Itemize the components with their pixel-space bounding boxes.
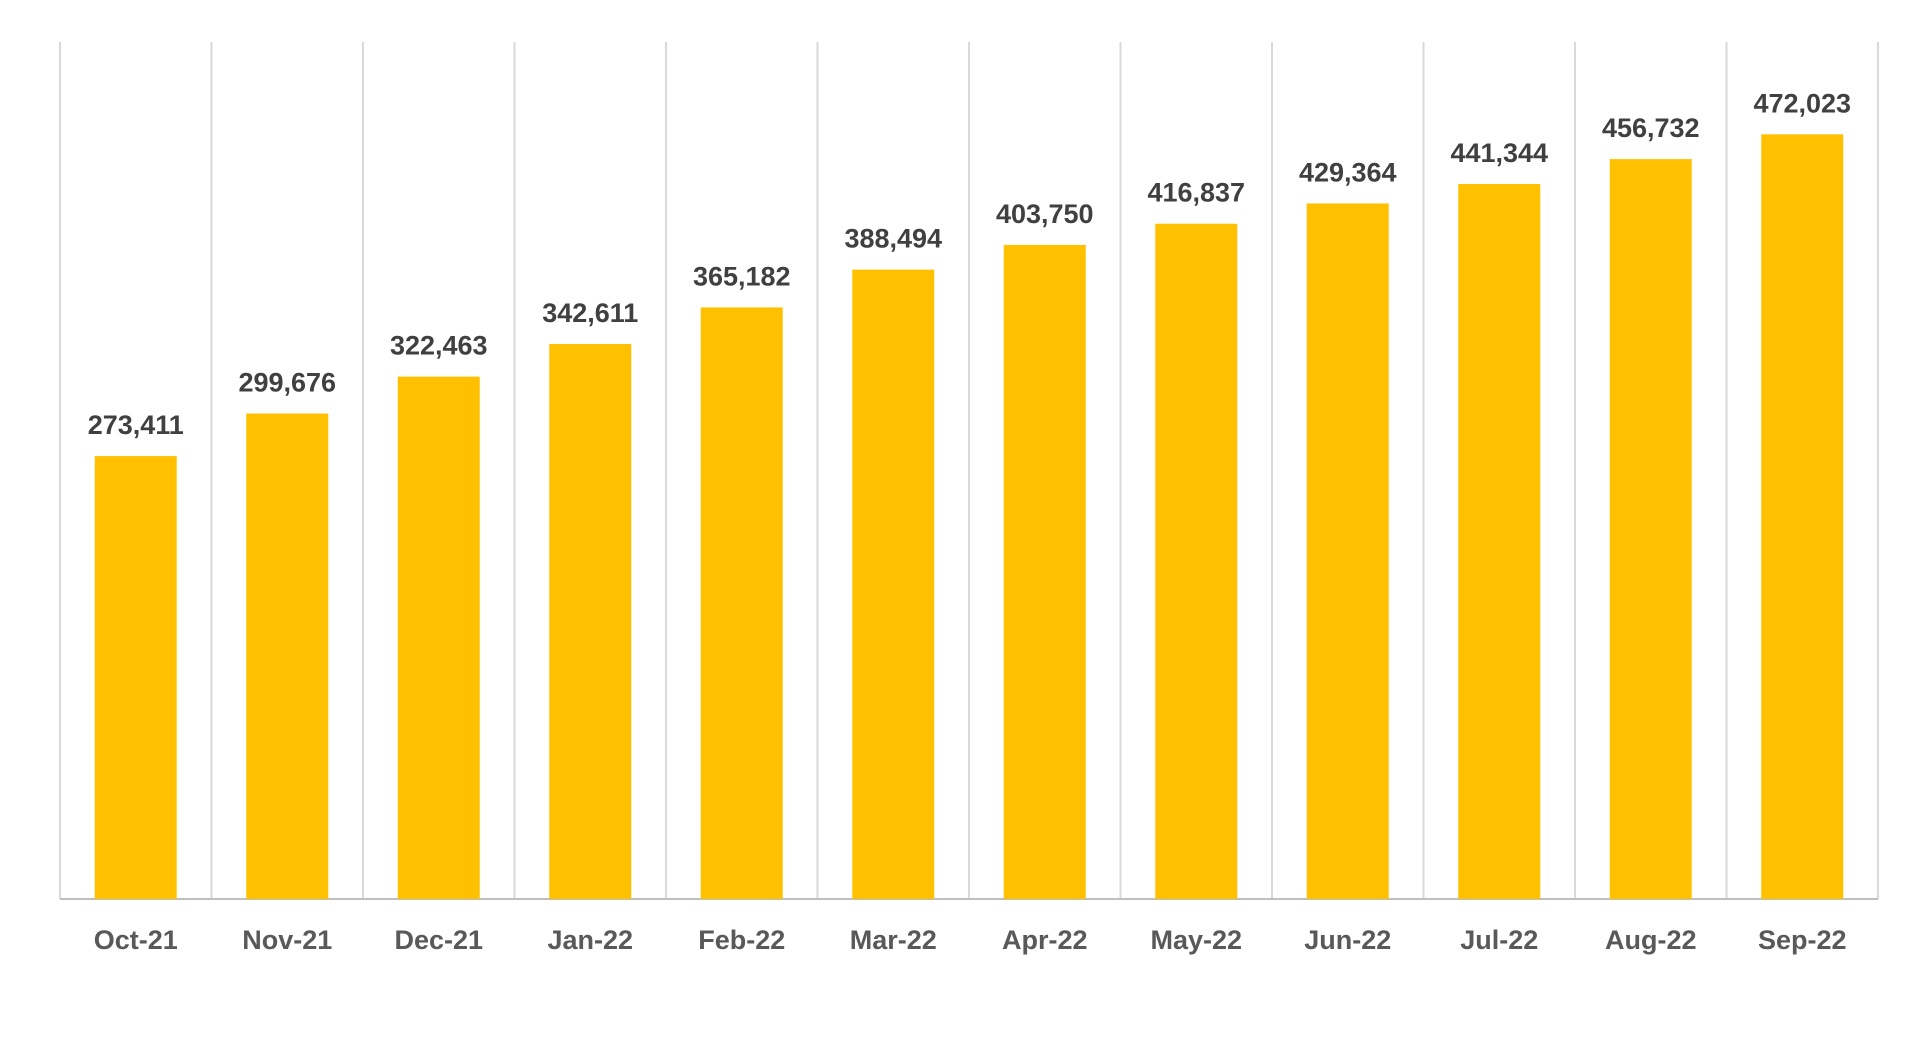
bar-sep-22 (1761, 134, 1844, 899)
x-tick-label: May-22 (1150, 925, 1242, 955)
data-label: 403,750 (996, 199, 1094, 229)
x-axis-tick-labels: Oct-21 Nov-21 Dec-21 Jan-22 Feb-22 Mar-22 Apr-… (94, 925, 1847, 955)
data-label: 441,344 (1450, 138, 1548, 168)
bar-apr-22 (1003, 244, 1086, 900)
x-tick-label: Nov-21 (242, 925, 332, 955)
bar-nov-21 (246, 413, 329, 899)
bar-jun-22 (1306, 203, 1389, 900)
data-label: 429,364 (1299, 157, 1397, 187)
x-tick-label: Aug-22 (1605, 925, 1697, 955)
data-labels: 273,411 299,676 322,463 342,611 365,182 388,4… (88, 88, 1851, 440)
data-label: 322,463 (390, 331, 488, 361)
data-label: 342,611 (542, 298, 638, 328)
bar-feb-22 (700, 307, 783, 899)
bar-dec-21 (397, 376, 480, 899)
bars (94, 134, 1844, 900)
bar-oct-21 (94, 456, 177, 899)
x-tick-label: Jul-22 (1460, 925, 1538, 955)
data-label: 299,676 (238, 368, 336, 398)
x-tick-label: Jun-22 (1304, 925, 1391, 955)
data-label: 273,411 (88, 410, 184, 440)
x-tick-label: Oct-21 (94, 925, 178, 955)
x-tick-label: Dec-21 (394, 925, 483, 955)
x-tick-label: Feb-22 (698, 925, 785, 955)
bar-jul-22 (1458, 184, 1541, 900)
bar-mar-22 (852, 269, 935, 899)
gridlines (59, 42, 1879, 900)
x-tick-label: Apr-22 (1002, 925, 1088, 955)
data-label: 388,494 (844, 224, 942, 254)
data-label: 365,182 (693, 261, 791, 291)
bar-jan-22 (549, 343, 632, 899)
bar-aug-22 (1609, 159, 1692, 899)
bar-may-22 (1155, 223, 1238, 899)
data-label: 416,837 (1147, 178, 1245, 208)
x-tick-label: Sep-22 (1758, 925, 1847, 955)
x-tick-label: Jan-22 (547, 925, 633, 955)
data-label: 472,023 (1753, 88, 1851, 118)
data-label: 456,732 (1602, 113, 1700, 143)
x-tick-label: Mar-22 (850, 925, 937, 955)
